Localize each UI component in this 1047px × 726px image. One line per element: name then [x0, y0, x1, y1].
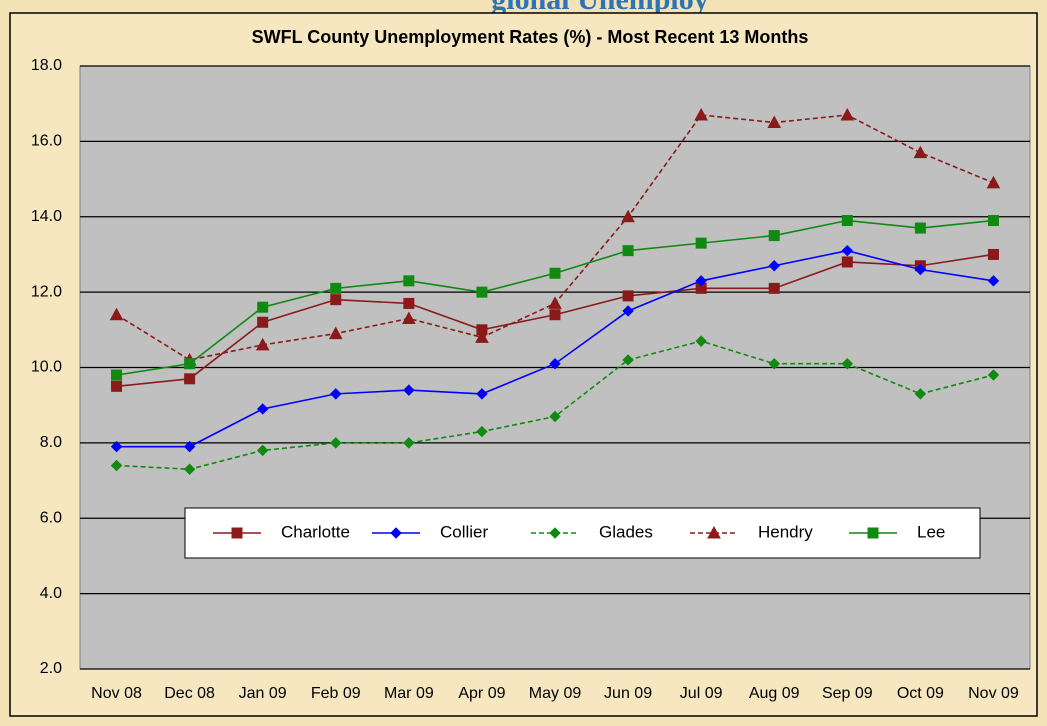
data-point	[549, 309, 561, 321]
data-point	[476, 286, 488, 298]
data-point	[622, 305, 634, 317]
data-point	[403, 384, 415, 396]
y-tick-label: 16.0	[31, 133, 62, 150]
data-point	[183, 463, 196, 475]
data-point	[622, 354, 634, 366]
x-tick-label: Dec 08	[164, 685, 215, 702]
data-point	[476, 388, 488, 400]
data-point	[330, 388, 342, 400]
data-point	[256, 403, 269, 415]
data-point	[110, 440, 123, 453]
y-tick-label: 12.0	[31, 283, 62, 300]
y-tick-label: 10.0	[31, 359, 62, 376]
data-point	[987, 215, 999, 227]
data-point	[621, 209, 635, 223]
data-point	[914, 222, 926, 234]
data-point	[914, 388, 927, 400]
x-tick-label: May 09	[529, 685, 582, 702]
legend-label: Lee	[917, 522, 945, 541]
x-tick-label: Nov 08	[91, 685, 142, 702]
data-point	[987, 369, 1000, 381]
data-point	[841, 358, 854, 370]
x-tick-label: Apr 09	[458, 685, 505, 702]
x-tick-label: Mar 09	[384, 685, 434, 702]
x-tick-label: Jan 09	[239, 685, 287, 702]
y-tick-label: 4.0	[40, 585, 62, 602]
x-tick-label: Feb 09	[311, 685, 361, 702]
data-point	[694, 107, 708, 121]
x-tick-label: Jun 09	[604, 685, 652, 702]
data-point	[330, 437, 342, 449]
x-tick-label: Jul 09	[680, 685, 723, 702]
data-point	[622, 290, 634, 302]
data-point	[257, 316, 269, 328]
data-point	[255, 337, 270, 351]
data-point	[110, 459, 123, 472]
legend-marker	[867, 527, 879, 539]
data-point	[403, 297, 415, 309]
data-point	[767, 115, 782, 129]
data-point	[549, 267, 561, 279]
data-point	[183, 440, 196, 453]
data-point	[403, 437, 415, 449]
header-fragment: gional Unemploy	[491, 0, 709, 16]
data-point	[256, 444, 269, 457]
data-point	[549, 358, 561, 370]
x-tick-label: Oct 09	[897, 685, 944, 702]
data-point	[476, 425, 488, 438]
data-point	[768, 358, 780, 370]
y-tick-label: 2.0	[40, 660, 62, 677]
data-point	[330, 294, 342, 306]
data-point	[768, 230, 780, 242]
data-point	[841, 244, 854, 257]
data-point	[986, 175, 1001, 189]
data-point	[913, 145, 928, 159]
data-point	[695, 237, 707, 249]
legend-box	[184, 507, 981, 559]
legend-marker	[707, 525, 721, 539]
data-point	[184, 358, 196, 370]
data-point	[695, 275, 707, 287]
data-point	[402, 311, 416, 325]
legend-marker	[549, 527, 561, 539]
data-point	[768, 282, 780, 294]
data-point	[914, 263, 927, 276]
data-point	[330, 282, 342, 294]
data-point	[841, 256, 853, 268]
y-tick-label: 18.0	[31, 57, 62, 74]
data-point	[257, 301, 269, 313]
data-point	[548, 296, 562, 309]
legend-label: Hendry	[758, 522, 813, 541]
data-point	[111, 369, 123, 381]
x-tick-label: Nov 09	[968, 685, 1019, 702]
data-point	[622, 245, 634, 257]
data-point	[841, 215, 853, 227]
x-tick-label: Sep 09	[822, 685, 873, 702]
legend-label: Collier	[440, 522, 489, 541]
y-tick-label: 14.0	[31, 208, 62, 225]
legend-label: Charlotte	[281, 522, 350, 541]
data-point	[549, 410, 561, 423]
data-point	[184, 373, 196, 385]
data-point	[111, 380, 123, 392]
y-tick-label: 6.0	[40, 509, 62, 526]
legend-marker	[390, 527, 402, 539]
data-point	[328, 326, 343, 340]
chart-title: SWFL County Unemployment Rates (%) - Mos…	[252, 27, 809, 47]
x-tick-label: Aug 09	[749, 685, 800, 702]
data-point	[695, 335, 707, 347]
data-point	[403, 275, 415, 287]
data-point	[987, 248, 999, 260]
data-point	[109, 307, 124, 321]
data-point	[768, 260, 780, 272]
legend-marker	[231, 527, 243, 539]
legend-label: Glades	[599, 522, 653, 541]
data-point	[840, 107, 855, 121]
y-tick-label: 8.0	[40, 434, 62, 451]
data-point	[987, 275, 1000, 287]
data-point	[475, 330, 489, 343]
